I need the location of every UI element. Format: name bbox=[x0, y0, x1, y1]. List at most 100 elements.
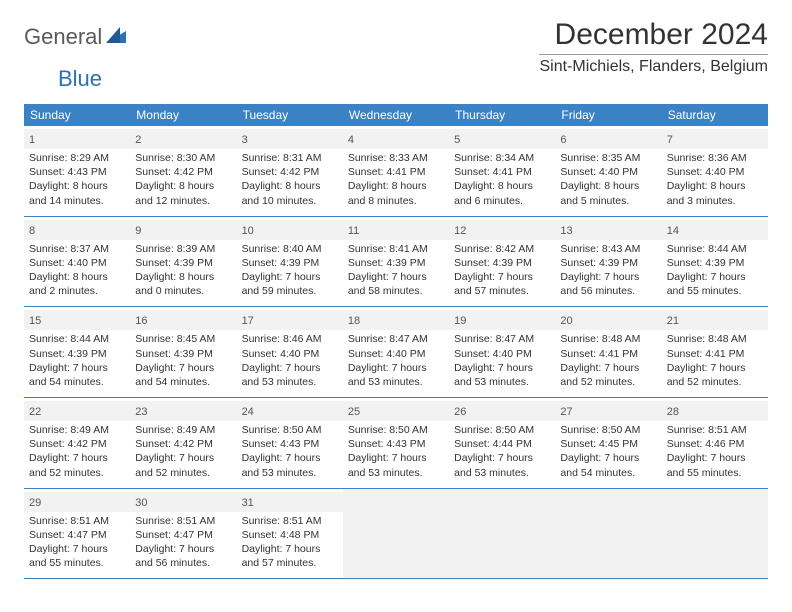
sunrise-line: Sunrise: 8:51 AM bbox=[135, 514, 231, 528]
sunrise-line: Sunrise: 8:49 AM bbox=[29, 423, 125, 437]
day-header-saturday: Saturday bbox=[662, 104, 768, 126]
daylight-line: Daylight: 7 hours and 56 minutes. bbox=[560, 270, 656, 298]
day-cell: 28Sunrise: 8:51 AMSunset: 4:46 PMDayligh… bbox=[662, 398, 768, 488]
week-row: 1Sunrise: 8:29 AMSunset: 4:43 PMDaylight… bbox=[24, 126, 768, 217]
daylight-line: Daylight: 7 hours and 55 minutes. bbox=[29, 542, 125, 570]
sunrise-line: Sunrise: 8:40 AM bbox=[242, 242, 338, 256]
daynum-row: 25 bbox=[343, 401, 449, 421]
daylight-line: Daylight: 7 hours and 54 minutes. bbox=[135, 361, 231, 389]
sunset-line: Sunset: 4:42 PM bbox=[29, 437, 125, 451]
week-row: 8 Sunrise: 8:37 AMSunset: 4:40 PM Daylight… bbox=[24, 217, 768, 308]
daynum-row: 30 bbox=[130, 492, 236, 512]
sunset-line: Sunset: 4:39 PM bbox=[135, 347, 231, 361]
day-number: 28 bbox=[667, 406, 679, 418]
day-cell: 3Sunrise: 8:31 AMSunset: 4:42 PMDaylight… bbox=[237, 126, 343, 216]
sunrise-line: Sunrise: 8:37 AM bbox=[29, 242, 125, 256]
day-header-friday: Friday bbox=[555, 104, 661, 126]
sunrise-line: Sunrise: 8:47 AM bbox=[348, 332, 444, 346]
daylight-line: Daylight: 7 hours and 58 minutes. bbox=[348, 270, 444, 298]
sunset-line: Sunset: 4:43 PM bbox=[242, 437, 338, 451]
daylight-line: Daylight: 7 hours and 53 minutes. bbox=[348, 451, 444, 479]
day-cell: 20Sunrise: 8:48 AMSunset: 4:41 PMDayligh… bbox=[555, 307, 661, 397]
daylight-line: Daylight: 7 hours and 56 minutes. bbox=[135, 542, 231, 570]
day-cell bbox=[662, 489, 768, 579]
daylight-line: Daylight: 8 hours and 10 minutes. bbox=[242, 179, 338, 207]
day-cell: 1Sunrise: 8:29 AMSunset: 4:43 PMDaylight… bbox=[24, 126, 130, 216]
daynum-row: 2 bbox=[130, 129, 236, 149]
logo-triangle-icon bbox=[106, 27, 126, 48]
day-number: 14 bbox=[667, 225, 679, 237]
day-number: 20 bbox=[560, 315, 572, 327]
sunrise-line: Sunrise: 8:39 AM bbox=[135, 242, 231, 256]
sunset-line: Sunset: 4:40 PM bbox=[29, 256, 125, 270]
daynum-row: 13 bbox=[555, 220, 661, 240]
sunset-line: Sunset: 4:40 PM bbox=[454, 347, 550, 361]
sunrise-line: Sunrise: 8:43 AM bbox=[560, 242, 656, 256]
daynum-row: 6 bbox=[555, 129, 661, 149]
daylight-line: Daylight: 8 hours and 14 minutes. bbox=[29, 179, 125, 207]
month-title: December 2024 bbox=[539, 18, 768, 52]
day-number: 17 bbox=[242, 315, 254, 327]
sunrise-line: Sunrise: 8:50 AM bbox=[560, 423, 656, 437]
daynum-row: 28 bbox=[662, 401, 768, 421]
sunset-line: Sunset: 4:40 PM bbox=[560, 165, 656, 179]
daynum-row: 15 bbox=[24, 310, 130, 330]
day-header-thursday: Thursday bbox=[449, 104, 555, 126]
day-number: 11 bbox=[348, 225, 359, 237]
day-number: 2 bbox=[135, 134, 141, 146]
sunrise-line: Sunrise: 8:44 AM bbox=[667, 242, 763, 256]
day-headers: Sunday Monday Tuesday Wednesday Thursday… bbox=[24, 104, 768, 126]
day-number: 5 bbox=[454, 134, 460, 146]
sunset-line: Sunset: 4:47 PM bbox=[29, 528, 125, 542]
title-block: December 2024 Sint-Michiels, Flanders, B… bbox=[539, 18, 768, 76]
day-number: 23 bbox=[135, 406, 147, 418]
sunset-line: Sunset: 4:43 PM bbox=[29, 165, 125, 179]
daynum-row: 27 bbox=[555, 401, 661, 421]
sunset-line: Sunset: 4:42 PM bbox=[135, 165, 231, 179]
sunrise-line: Sunrise: 8:41 AM bbox=[348, 242, 444, 256]
daynum-row: 18 bbox=[343, 310, 449, 330]
day-number: 19 bbox=[454, 315, 466, 327]
daylight-line: Daylight: 7 hours and 52 minutes. bbox=[667, 361, 763, 389]
sunset-line: Sunset: 4:40 PM bbox=[667, 165, 763, 179]
daynum-row: 11 bbox=[343, 220, 449, 240]
sunset-line: Sunset: 4:39 PM bbox=[348, 256, 444, 270]
daylight-line: Daylight: 7 hours and 54 minutes. bbox=[29, 361, 125, 389]
day-number: 21 bbox=[667, 315, 679, 327]
sunset-line: Sunset: 4:44 PM bbox=[454, 437, 550, 451]
sunset-line: Sunset: 4:39 PM bbox=[242, 256, 338, 270]
day-cell: 19Sunrise: 8:47 AMSunset: 4:40 PMDayligh… bbox=[449, 307, 555, 397]
week-row: 29Sunrise: 8:51 AMSunset: 4:47 PMDayligh… bbox=[24, 489, 768, 580]
sunset-line: Sunset: 4:45 PM bbox=[560, 437, 656, 451]
daylight-line: Daylight: 7 hours and 54 minutes. bbox=[560, 451, 656, 479]
daylight-line: Daylight: 8 hours and 0 minutes. bbox=[135, 270, 231, 298]
day-cell: 15Sunrise: 8:44 AMSunset: 4:39 PMDayligh… bbox=[24, 307, 130, 397]
logo-text-blue: Blue bbox=[58, 66, 102, 91]
sunset-line: Sunset: 4:41 PM bbox=[667, 347, 763, 361]
day-header-sunday: Sunday bbox=[24, 104, 130, 126]
daynum-row: 31 bbox=[237, 492, 343, 512]
sunset-line: Sunset: 4:43 PM bbox=[348, 437, 444, 451]
daynum-row: 14 bbox=[662, 220, 768, 240]
sunset-line: Sunset: 4:39 PM bbox=[135, 256, 231, 270]
sunset-line: Sunset: 4:39 PM bbox=[454, 256, 550, 270]
sunset-line: Sunset: 4:46 PM bbox=[667, 437, 763, 451]
day-cell: 9Sunrise: 8:39 AMSunset: 4:39 PMDaylight… bbox=[130, 217, 236, 307]
day-cell: 11 Sunrise: 8:41 AMSunset: 4:39 PMDayligh… bbox=[343, 217, 449, 307]
sunrise-line: Sunrise: 8:51 AM bbox=[667, 423, 763, 437]
day-number: 29 bbox=[29, 497, 41, 509]
daynum-row: 22 bbox=[24, 401, 130, 421]
sunset-line: Sunset: 4:39 PM bbox=[29, 347, 125, 361]
daynum-row: 20 bbox=[555, 310, 661, 330]
daynum-row: 10 bbox=[237, 220, 343, 240]
daynum-row: 29 bbox=[24, 492, 130, 512]
day-number: 16 bbox=[135, 315, 147, 327]
day-number: 4 bbox=[348, 134, 354, 146]
day-cell: 4Sunrise: 8:33 AMSunset: 4:41 PMDaylight… bbox=[343, 126, 449, 216]
logo: General bbox=[24, 18, 128, 50]
sunrise-line: Sunrise: 8:42 AM bbox=[454, 242, 550, 256]
sunrise-line: Sunrise: 8:29 AM bbox=[29, 151, 125, 165]
daynum-row: 8 bbox=[24, 220, 130, 240]
logo-text-general: General bbox=[24, 24, 102, 50]
daynum-row: 5 bbox=[449, 129, 555, 149]
